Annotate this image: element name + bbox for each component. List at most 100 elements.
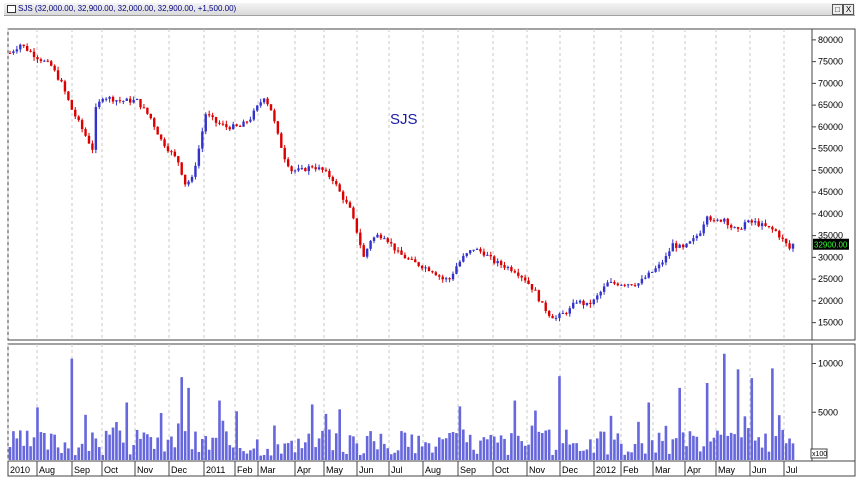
candle-body (427, 267, 431, 272)
candle-body (201, 131, 204, 149)
volume-bar (97, 447, 101, 460)
volume-bar (135, 429, 139, 460)
volume-bar (513, 400, 517, 460)
volume-bar (729, 432, 733, 460)
x-tick-label: May (718, 465, 736, 475)
chart-area: 2010 Aug Sep Oct Nov Dec 2011 Feb Mar Apr May Jun Ju… (7, 28, 856, 477)
candle-body (520, 275, 523, 278)
close-button[interactable]: X (843, 4, 854, 15)
candle-body (424, 267, 427, 269)
candle-body (448, 278, 451, 280)
candle-body (791, 243, 795, 249)
candle-body (365, 248, 369, 257)
candle-body (335, 181, 338, 185)
volume-y-tick-label: 10000 (818, 359, 843, 369)
candle-body (53, 65, 56, 71)
candle-body (283, 147, 286, 160)
x-tick-label: Dec (562, 465, 579, 475)
y-tick-label: 75000 (818, 57, 843, 67)
candle-body (166, 146, 170, 152)
volume-bar (379, 433, 383, 460)
window-icon (7, 5, 16, 13)
volume-bar (15, 438, 19, 460)
volume-bar (283, 443, 287, 460)
candle-body (338, 184, 341, 192)
candle-body (276, 121, 280, 134)
volume-bar (585, 449, 589, 460)
volume-bar (424, 442, 427, 460)
candle-body (747, 220, 750, 223)
volume-bar (53, 434, 56, 460)
candle-body (345, 199, 348, 203)
volume-bar (688, 431, 692, 460)
volume-bar (245, 453, 249, 460)
volume-bar (314, 447, 317, 460)
candle-body (592, 299, 596, 304)
volume-bar (73, 455, 77, 460)
volume-bar (331, 450, 335, 460)
candle-body (407, 258, 410, 260)
candle-body (19, 44, 22, 50)
candle-body (12, 51, 15, 53)
title-bar[interactable]: SJS (32,000.00, 32,900.00, 32,000.00, 32… (4, 3, 855, 16)
candle-body (393, 243, 396, 251)
volume-bar (94, 438, 98, 460)
candle-body (438, 275, 441, 277)
volume-bar (156, 437, 159, 460)
candle-body (712, 220, 716, 222)
candle-body (589, 302, 592, 304)
volume-bar (733, 434, 736, 460)
chart-title: SJS (390, 111, 418, 128)
volume-bar (764, 433, 767, 460)
candle-body (262, 98, 266, 103)
volume-bar (420, 446, 424, 460)
x-tick-label: Jun (359, 465, 374, 475)
candle-body (420, 265, 424, 269)
candle-body (788, 243, 791, 249)
volume-bar (43, 432, 46, 460)
volume-bar (403, 432, 407, 460)
candle-body (760, 223, 764, 227)
volume-bar (324, 413, 328, 460)
candle-body (503, 265, 506, 268)
volume-bar (723, 353, 726, 460)
volume-bar (159, 413, 163, 460)
volume-bar (207, 449, 211, 460)
volume-bar (166, 439, 170, 460)
candle-body (115, 100, 118, 102)
volume-bar (599, 431, 602, 460)
candle-body (774, 229, 778, 231)
volume-bar (32, 437, 36, 460)
x-tick-label: Nov (529, 465, 546, 475)
volume-multiplier-box (810, 448, 828, 459)
restore-button[interactable]: □ (832, 4, 843, 15)
volume-bar (118, 430, 122, 460)
last-price-label: 32900.00 (814, 241, 848, 250)
candle-body (293, 170, 297, 172)
x-tick-label: Sep (460, 465, 476, 475)
candle-body (644, 277, 647, 279)
x-tick-label: Sep (74, 465, 90, 475)
x-tick-label: Feb (623, 465, 639, 475)
candle-body (372, 237, 376, 241)
y-tick-label: 25000 (818, 274, 843, 284)
candle-body (479, 248, 482, 252)
volume-bar (668, 453, 671, 460)
volume-bar (633, 443, 637, 460)
volume-bar (537, 431, 541, 460)
candle-body (207, 114, 211, 116)
candle-body (183, 174, 187, 185)
candle-body (159, 134, 163, 140)
volume-bar (516, 435, 520, 460)
candle-body (348, 202, 352, 208)
volume-bar (29, 446, 32, 460)
candle-body (352, 207, 355, 219)
volume-bar (355, 443, 359, 460)
candle-body (139, 99, 142, 108)
candle-body (396, 250, 400, 252)
window-title: SJS (32,000.00, 32,900.00, 32,000.00, 32… (18, 4, 237, 13)
candle-body (197, 148, 201, 166)
candle-body (561, 313, 565, 315)
volume-bar (499, 435, 503, 460)
